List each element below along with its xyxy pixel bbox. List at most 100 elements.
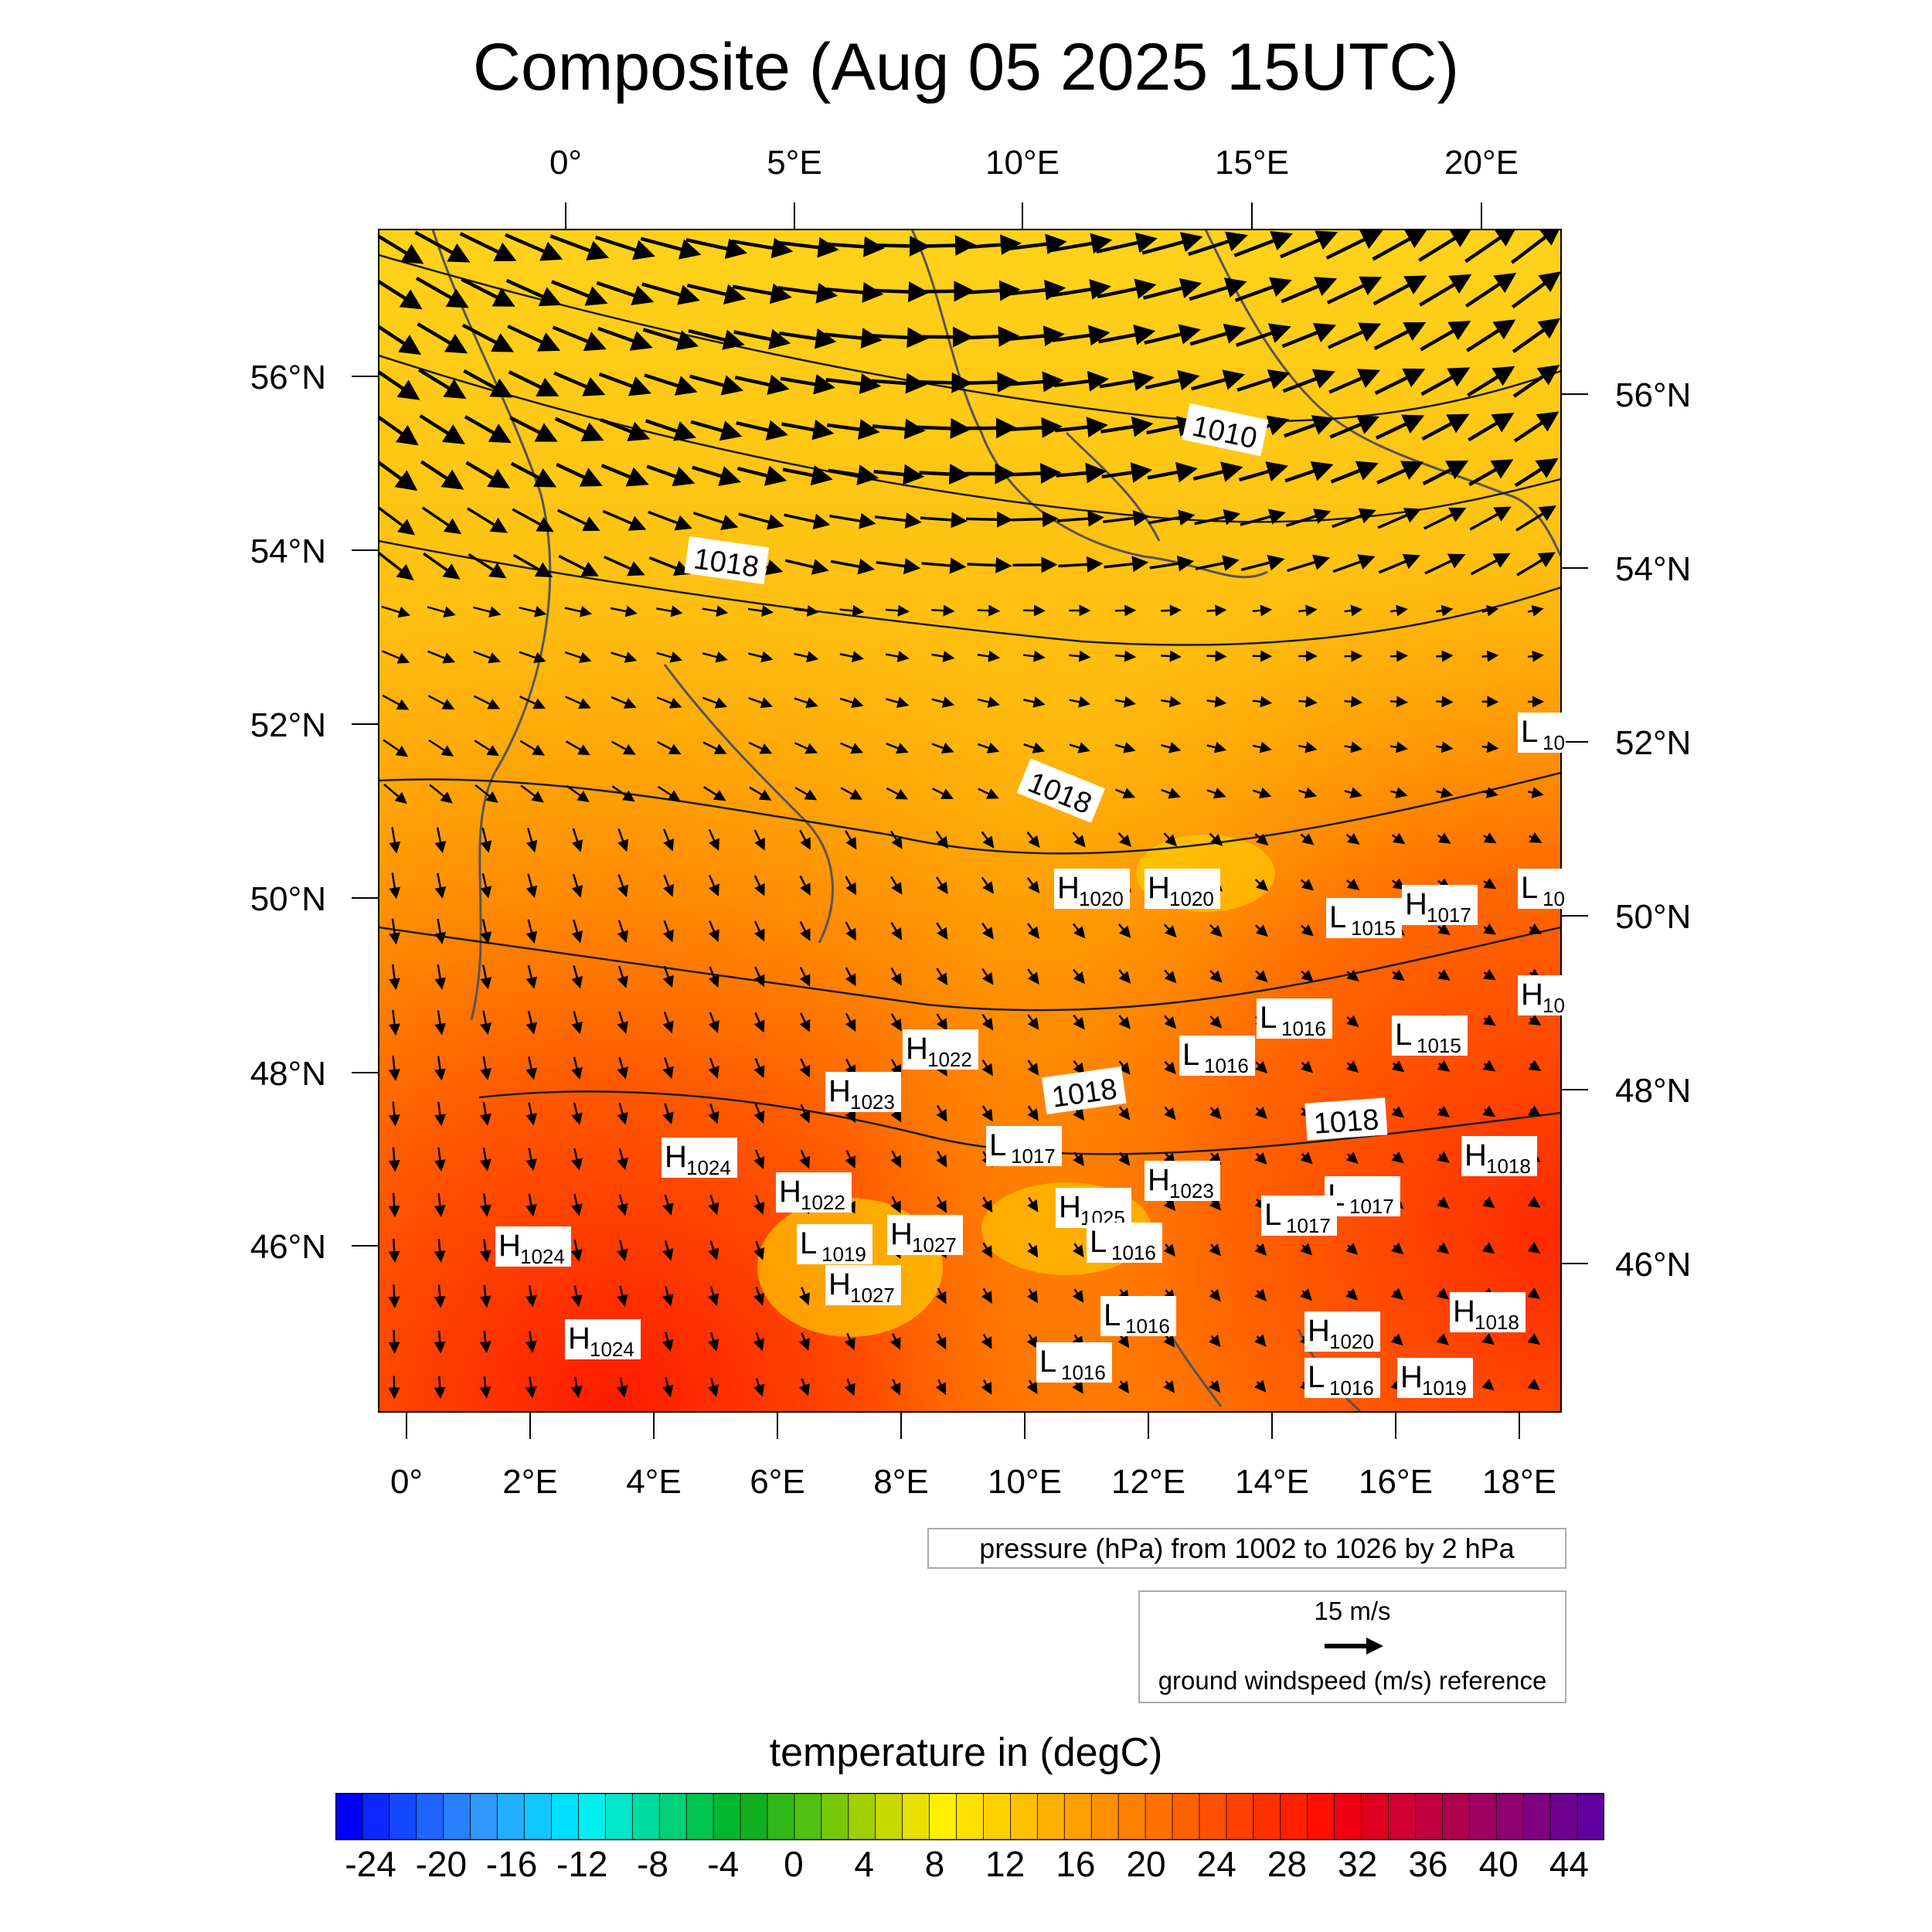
wind-arrow [874, 512, 922, 529]
wind-arrow [381, 605, 411, 618]
wind-arrow [388, 1330, 400, 1354]
wind-arrow [1069, 696, 1091, 708]
svg-text:L: L [1329, 900, 1346, 934]
wind-arrow [840, 787, 863, 800]
colorbar-swatch [1199, 1793, 1227, 1839]
wind-arrow [1375, 414, 1425, 440]
svg-text:1017: 1017 [1427, 903, 1471, 927]
wind-arrow [1189, 277, 1247, 301]
wind-arrow [1389, 604, 1408, 617]
svg-text:1018: 1018 [1486, 1155, 1531, 1178]
svg-text:1022: 1022 [801, 1191, 845, 1214]
wind-arrow [1436, 650, 1454, 662]
wind-arrow [383, 739, 409, 757]
wind-arrow [1298, 741, 1318, 753]
svg-text:H: H [828, 1074, 851, 1108]
wind-arrow [733, 328, 791, 350]
wind-arrow [779, 328, 837, 349]
wind-arrow [1466, 319, 1516, 352]
wind-arrow [981, 922, 994, 940]
wind-arrow [1437, 1060, 1451, 1072]
wind-arrow [753, 1149, 765, 1169]
wind-arrow [1527, 605, 1544, 617]
wind-arrow [1161, 741, 1182, 753]
svg-text:L: L [1521, 871, 1538, 905]
wind-arrow [1373, 321, 1427, 351]
wind-arrow [914, 281, 975, 302]
high-pressure-center: H 1024 [662, 1138, 737, 1179]
wind-arrow [611, 696, 637, 709]
wind-arrow [1482, 1060, 1496, 1072]
svg-text:1018: 1018 [1475, 1311, 1519, 1334]
wind-arrow [479, 1239, 492, 1263]
wind-arrow [549, 234, 610, 260]
wind-arrow [1423, 507, 1467, 530]
colorbar-swatch [1523, 1793, 1551, 1839]
wind-arrow [662, 965, 674, 988]
wind-arrow [885, 604, 910, 617]
colorbar-tick: 40 [1478, 1844, 1519, 1884]
svg-text:1018: 1018 [1313, 1104, 1380, 1141]
colorbar-swatch [1442, 1793, 1470, 1839]
wind-reference-speed: 15 m/s [1314, 1597, 1391, 1625]
bottom-lon-label: 2°E [502, 1463, 557, 1501]
wind-arrow [1344, 604, 1363, 617]
wind-arrow [1072, 923, 1086, 939]
wind-arrow [434, 827, 447, 854]
wind-arrow [1118, 969, 1131, 984]
wind-arrow [474, 740, 500, 757]
wind-arrow [689, 374, 744, 396]
wind-arrow [617, 874, 629, 898]
wind-arrow [753, 1104, 765, 1124]
wind-arrow [794, 787, 818, 801]
wind-arrow [1206, 741, 1227, 753]
wind-arrow [1345, 1243, 1359, 1255]
wind-arrow [702, 605, 729, 617]
right-latitude-labels: 56°N 54°N 52°N 50°N 48°N 46°N [1561, 376, 1691, 1284]
wind-arrow [1026, 1288, 1039, 1304]
wind-arrow [794, 605, 819, 617]
colorbar-swatch [659, 1793, 687, 1839]
wind-arrow [459, 232, 517, 262]
wind-arrow [1252, 604, 1273, 617]
wind-arrow [571, 1011, 583, 1035]
wind-arrow [389, 918, 401, 945]
wind-arrow [480, 1101, 492, 1126]
bottom-lon-label: 10°E [988, 1463, 1062, 1501]
wind-arrow [981, 876, 995, 894]
wind-arrow [708, 1057, 719, 1079]
colorbar-swatch [1577, 1793, 1604, 1839]
wind-arrow [734, 374, 790, 396]
wind-arrow [1346, 969, 1359, 981]
wind-arrow [935, 876, 948, 895]
wind-arrow [1436, 604, 1454, 617]
wind-arrow [913, 235, 976, 257]
wind-arrow [981, 1379, 992, 1395]
wind-arrow [1285, 508, 1332, 528]
wind-arrow [753, 1286, 765, 1306]
colorbar-tick: 44 [1549, 1844, 1589, 1884]
wind-arrow [1008, 371, 1064, 393]
wind-arrow [461, 277, 515, 307]
wind-arrow [662, 1103, 674, 1124]
right-lat-label: 56°N [1615, 376, 1691, 414]
wind-arrow [434, 1010, 446, 1036]
wind-arrow [1420, 367, 1471, 396]
wind-arrow [1345, 878, 1360, 890]
high-pressure-center: H 10 [1518, 975, 1566, 1017]
svg-text:L: L [1395, 1018, 1412, 1052]
colorbar-swatch [1334, 1793, 1362, 1839]
svg-text:H: H [498, 1229, 521, 1263]
left-lat-label: 46°N [250, 1228, 326, 1266]
wind-arrow [871, 372, 927, 394]
wind-arrow [1528, 1105, 1541, 1117]
wind-vector-field [379, 230, 1561, 1400]
wind-arrow [1164, 969, 1177, 984]
low-pressure-center: L 1019 [797, 1224, 872, 1266]
wind-arrow [981, 1105, 993, 1122]
wind-arrow [427, 650, 456, 664]
wind-arrow [645, 419, 696, 441]
wind-arrow [1436, 741, 1454, 753]
svg-text:L: L [1521, 715, 1538, 749]
left-lat-label: 48°N [250, 1055, 326, 1093]
